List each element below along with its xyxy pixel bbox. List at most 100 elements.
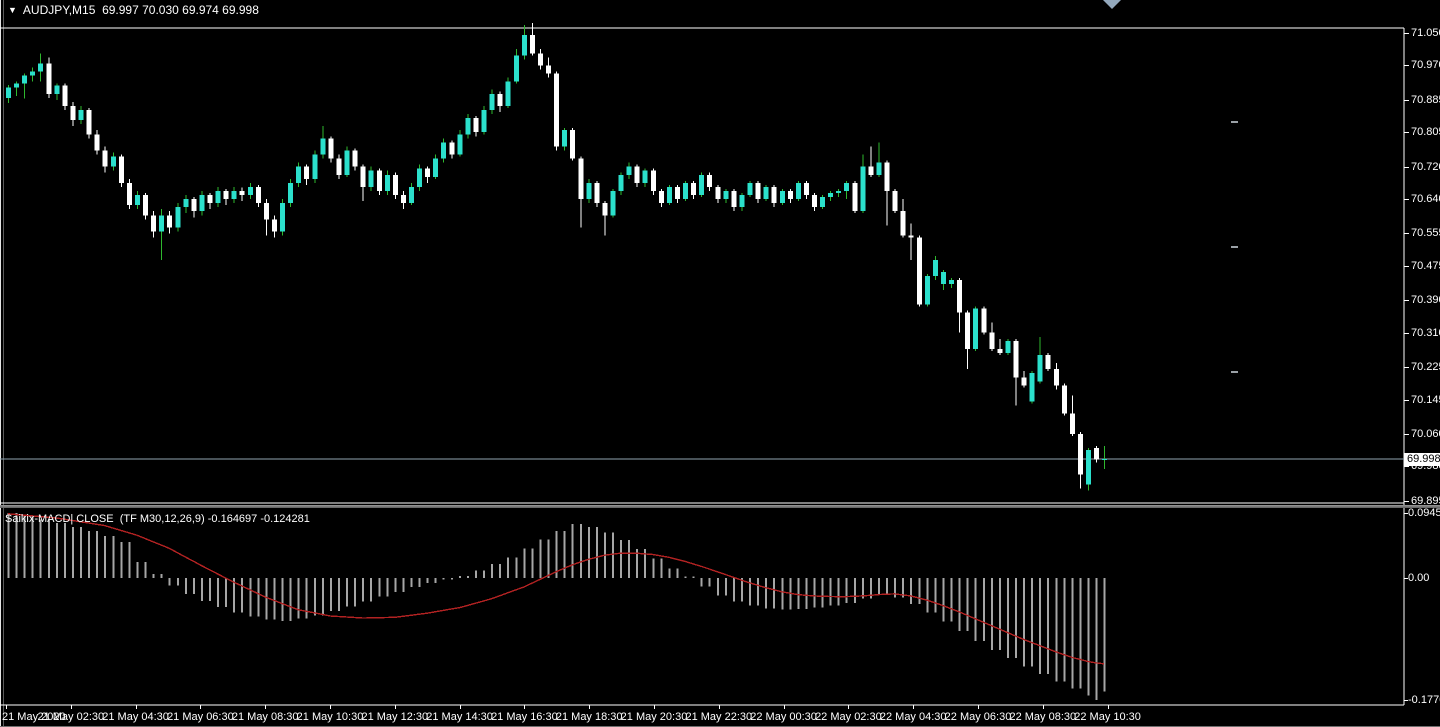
time-tick <box>784 705 785 709</box>
time-tick <box>913 705 914 709</box>
price-tick <box>1404 233 1409 234</box>
candle-body <box>288 182 294 204</box>
macd-histogram-bar <box>1071 578 1074 689</box>
candle-body <box>296 166 302 183</box>
time-tick <box>848 705 849 709</box>
candle-body <box>658 190 664 204</box>
candle-body <box>38 63 44 72</box>
candle-body <box>1029 373 1035 402</box>
candle-body <box>1053 369 1059 386</box>
candle-body <box>368 170 374 187</box>
candle-body <box>126 182 132 206</box>
macd-histogram-bar <box>233 578 236 613</box>
macd-histogram-bar <box>652 558 655 578</box>
candle-body <box>1094 448 1100 460</box>
candle-body <box>312 154 318 179</box>
macd-histogram-bar <box>426 578 429 583</box>
macd-signal-line <box>7 513 1105 665</box>
candle-body <box>409 186 414 204</box>
macd-histogram-bar <box>168 578 171 586</box>
macd-histogram-bar <box>950 578 953 622</box>
macd-histogram-bar <box>507 557 510 578</box>
candle-body <box>618 174 624 191</box>
macd-histogram-bar <box>595 526 598 578</box>
price-tick <box>1404 367 1409 368</box>
macd-histogram-bar <box>781 578 784 610</box>
macd-histogram-bar <box>612 532 614 578</box>
time-tick <box>6 705 7 709</box>
macd-histogram-bar <box>160 573 163 578</box>
macd-histogram-bar <box>96 531 99 578</box>
window-left-border-inner <box>3 0 4 727</box>
candle-body <box>433 158 439 177</box>
macd-histogram-bar <box>845 578 848 603</box>
macd-histogram-bar <box>217 578 220 607</box>
macd-histogram-bar <box>547 539 550 578</box>
candle-body <box>223 190 229 200</box>
symbol-dropdown-icon[interactable]: ▼ <box>8 5 17 15</box>
candle-body <box>860 166 866 212</box>
price-axis-label: 70.060 <box>1411 427 1440 440</box>
candle-body <box>683 182 689 200</box>
candle-body <box>884 162 890 191</box>
macd-histogram-bar <box>483 570 486 578</box>
macd-histogram-bar <box>515 557 518 578</box>
candle-body <box>989 332 995 349</box>
candle-body <box>787 190 793 200</box>
candle-body <box>376 170 382 191</box>
macd-histogram-bar <box>370 578 373 602</box>
time-tick <box>395 705 396 709</box>
candle-body <box>46 63 52 94</box>
current-price-badge: 69.998 <box>1404 453 1440 466</box>
price-tick <box>1404 65 1409 66</box>
macd-histogram-bar <box>1047 578 1050 674</box>
macd-histogram-bar <box>998 578 1001 650</box>
candle-body <box>78 109 84 121</box>
macd-histogram-bar <box>708 578 711 587</box>
macd-histogram-bar <box>1063 578 1066 682</box>
time-axis-label: 21 May 14:30 <box>426 711 493 723</box>
candle-body <box>997 348 1003 353</box>
time-tick <box>460 705 461 709</box>
macd-histogram-bar <box>886 578 889 595</box>
candle-body <box>215 190 221 204</box>
time-axis-label: 22 May 02:30 <box>815 711 882 723</box>
macd-histogram-bar <box>192 578 195 594</box>
macd-histogram-bar <box>491 564 494 578</box>
macd-histogram-bar <box>797 578 800 610</box>
macd-histogram-bar <box>1031 578 1034 667</box>
time-tick <box>589 705 590 709</box>
macd-histogram-bar <box>386 578 389 597</box>
candle-body <box>586 182 592 200</box>
time-axis-label: 21 May 12:30 <box>361 711 429 723</box>
time-axis-label: 21 May 06:30 <box>167 711 234 723</box>
candle-body <box>537 53 543 66</box>
pane-splitter[interactable] <box>0 505 1440 508</box>
candle-body <box>465 118 471 135</box>
candle-body <box>803 182 809 195</box>
macd-histogram-bar <box>749 578 752 606</box>
candle-body <box>731 190 737 208</box>
candle-body <box>739 195 745 208</box>
indicator-axis-label: -0.17704 <box>1408 694 1440 706</box>
candle-body <box>610 190 616 216</box>
candle-body <box>449 142 455 155</box>
macd-histogram-bar <box>1079 578 1082 689</box>
macd-histogram-bar <box>362 578 365 602</box>
macd-histogram-bar <box>394 578 397 592</box>
macd-histogram-bar <box>346 578 349 607</box>
time-axis-label: 22 May 00:30 <box>750 711 817 723</box>
candle-body <box>666 186 672 204</box>
time-tick <box>654 705 655 709</box>
candle-body <box>763 186 769 200</box>
candle-body <box>529 35 535 54</box>
macd-histogram-bar <box>7 512 10 578</box>
window-left-border <box>0 0 1 727</box>
candle-body <box>94 134 100 151</box>
time-tick <box>71 705 72 709</box>
macd-histogram-bar <box>757 578 760 606</box>
candle-body <box>489 93 495 110</box>
candle-body <box>384 174 390 191</box>
candle-body <box>812 195 817 208</box>
